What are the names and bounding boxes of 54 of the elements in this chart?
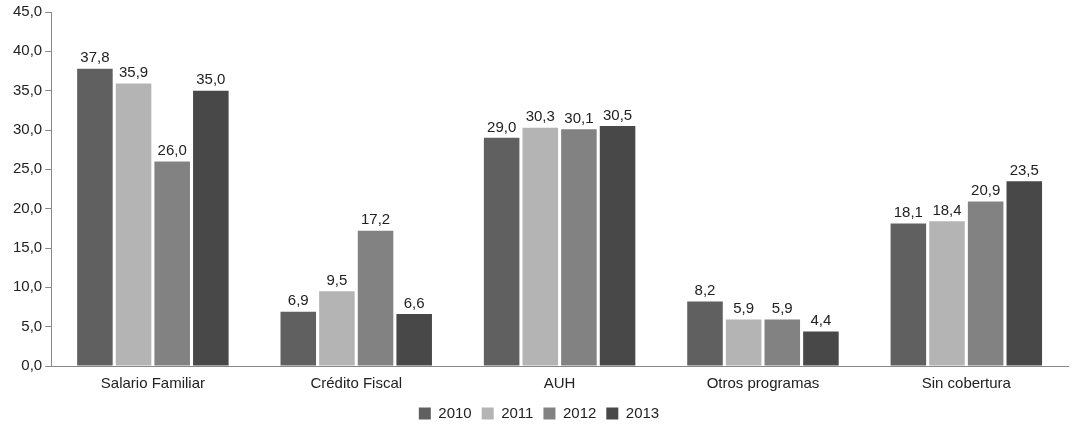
y-tick-label: 40,0 <box>12 41 43 59</box>
bar <box>396 314 432 366</box>
bar <box>599 126 636 366</box>
legend-label: 2011 <box>501 403 534 421</box>
y-tick-label: 25,0 <box>12 159 43 177</box>
bar <box>687 301 723 366</box>
x-tick-label: Otros programas <box>706 374 820 392</box>
data-label: 9,5 <box>326 270 348 288</box>
data-label: 35,0 <box>196 70 226 88</box>
data-label: 6,6 <box>403 293 425 311</box>
data-label: 6,9 <box>287 291 309 309</box>
legend-label: 2010 <box>438 403 472 421</box>
x-tick-label: Sin cobertura <box>921 374 1012 392</box>
bar <box>319 291 355 366</box>
data-label: 37,8 <box>80 48 110 66</box>
bar <box>1006 181 1043 366</box>
data-label: 8,2 <box>694 281 716 299</box>
y-tick-label: 45,0 <box>12 2 43 20</box>
legend-label: 2012 <box>562 403 597 421</box>
bar <box>115 83 152 366</box>
data-label: 20,9 <box>971 181 1001 199</box>
bar <box>929 221 965 366</box>
y-tick-label: 35,0 <box>12 80 43 98</box>
data-label: 18,1 <box>893 203 923 221</box>
y-tick-label: 0,0 <box>21 356 43 374</box>
bar <box>280 311 317 366</box>
data-label: 18,4 <box>932 200 962 218</box>
bar <box>483 137 520 366</box>
x-tick-label: Crédito Fiscal <box>310 374 403 392</box>
data-label: 5,9 <box>771 299 793 317</box>
data-label: 30,5 <box>602 105 633 123</box>
bar <box>522 127 559 366</box>
data-label: 35,9 <box>118 63 149 81</box>
data-label: 29,0 <box>487 117 517 135</box>
data-label: 4,4 <box>810 311 832 329</box>
data-label: 17,2 <box>360 210 391 228</box>
y-tick-label: 10,0 <box>12 277 43 295</box>
y-tick-label: 20,0 <box>12 198 43 216</box>
y-tick-label: 15,0 <box>12 238 43 256</box>
bar <box>803 331 839 366</box>
bar <box>725 319 762 366</box>
y-tick-label: 5,0 <box>21 316 43 334</box>
x-tick-label: Salario Familiar <box>100 374 205 392</box>
data-label: 26,0 <box>157 141 187 159</box>
bar <box>890 223 927 366</box>
legend-label: 2013 <box>625 403 660 421</box>
data-label: 30,1 <box>564 108 594 126</box>
bar <box>193 90 229 366</box>
x-tick-label: AUH <box>543 374 576 392</box>
bar <box>77 68 113 366</box>
data-label: 5,9 <box>733 299 755 317</box>
data-label: 23,5 <box>1009 160 1039 178</box>
y-tick-label: 30,0 <box>12 120 43 138</box>
data-label: 30,3 <box>525 107 555 125</box>
